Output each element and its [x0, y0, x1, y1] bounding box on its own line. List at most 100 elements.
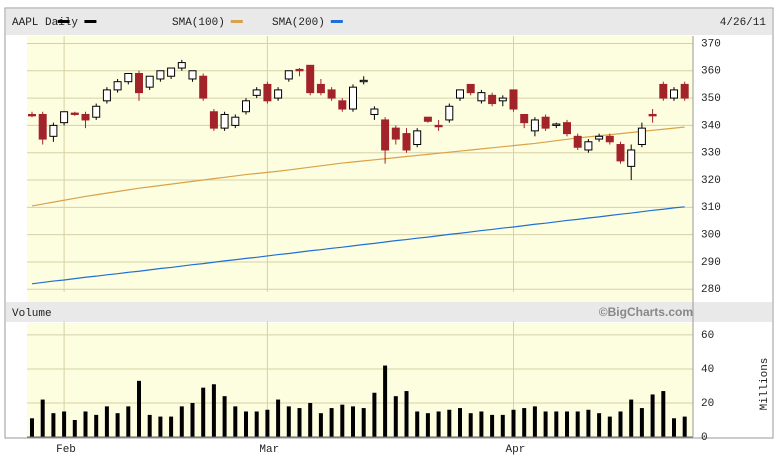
candle-body — [605, 135, 614, 143]
volume-bar — [458, 408, 462, 437]
y-tick-label: 40 — [701, 364, 714, 376]
candle-body — [242, 100, 250, 113]
candle-body — [584, 141, 593, 151]
legend-entry: SMA(200) — [272, 17, 325, 29]
y-tick-label: 0 — [701, 432, 708, 444]
candle-body — [381, 119, 390, 151]
volume-bar — [565, 411, 569, 437]
volume-bar — [244, 411, 248, 437]
volume-bar — [62, 411, 67, 437]
volume-bar — [629, 399, 634, 437]
candle-body — [60, 111, 69, 124]
volume-bar — [30, 418, 34, 437]
volume-bar — [179, 406, 184, 437]
candle-body — [659, 83, 668, 99]
candle-body — [670, 89, 678, 99]
candle-body — [135, 73, 143, 94]
volume-bar — [190, 402, 195, 437]
volume-bar — [468, 413, 473, 437]
volume-bar — [276, 399, 281, 437]
candle-body — [231, 116, 240, 126]
x-tick-label: Apr — [506, 444, 526, 456]
candle-body — [92, 105, 101, 118]
candle-body — [563, 122, 571, 135]
volume-bar — [137, 380, 141, 437]
candle-body — [648, 113, 657, 117]
candle-body — [413, 130, 422, 146]
y-tick-label: 340 — [701, 120, 721, 132]
volume-bar — [436, 411, 441, 437]
x-tick-label: Feb — [56, 444, 76, 456]
volume-bar — [575, 411, 580, 437]
volume-bar — [383, 365, 388, 437]
candle-body — [595, 135, 604, 140]
candle-body — [477, 92, 486, 102]
candle-body — [199, 75, 208, 99]
volume-bar — [490, 414, 495, 437]
volume-bar — [522, 408, 527, 437]
volume-bar — [682, 416, 687, 437]
volume-bar — [532, 406, 537, 437]
volume-bar — [83, 411, 88, 437]
candle-body — [498, 97, 507, 102]
candle-body — [167, 67, 176, 77]
y-tick-label: 310 — [701, 202, 721, 214]
y-tick-label: 360 — [701, 66, 721, 78]
candle-body — [520, 113, 529, 124]
candle-body — [445, 105, 454, 121]
volume-bar — [361, 408, 366, 437]
volume-bar — [318, 413, 323, 437]
volume-bar — [393, 396, 398, 437]
candle-body — [28, 113, 36, 117]
candle-body — [402, 133, 411, 151]
y-axis-label: Millions — [759, 358, 771, 411]
volume-bar — [607, 416, 612, 437]
volume-bar — [500, 414, 505, 437]
volume-bar — [308, 402, 313, 437]
volume-bar — [511, 409, 516, 437]
volume-bar — [351, 406, 355, 437]
candle-body — [274, 89, 283, 99]
candle-body — [316, 83, 325, 94]
candle-body — [252, 89, 261, 96]
y-tick-label: 320 — [701, 175, 721, 187]
volume-bar — [447, 409, 452, 437]
volume-bar — [72, 419, 77, 437]
volume-bar — [425, 413, 430, 437]
candle-body — [284, 70, 293, 80]
candle-body — [124, 73, 133, 83]
candle-body — [156, 70, 165, 80]
candle-body — [456, 89, 464, 99]
volume-bar — [479, 411, 484, 437]
candle-body — [637, 127, 646, 146]
volume-bar — [543, 411, 548, 437]
volume-bar — [586, 409, 591, 437]
y-tick-label: 280 — [701, 284, 721, 296]
candle-body — [102, 89, 111, 102]
candle-body — [81, 113, 90, 121]
volume-bar — [169, 416, 174, 437]
legend-swatch — [84, 20, 97, 23]
candle-body — [573, 135, 582, 148]
y-tick-label: 300 — [701, 230, 721, 242]
candle-body — [509, 89, 518, 110]
legend-entry: SMA(100) — [172, 17, 225, 29]
volume-bar — [415, 411, 420, 437]
volume-bar — [639, 408, 644, 437]
candle-body — [306, 64, 315, 94]
x-tick-label: Mar — [259, 444, 279, 456]
header-bar — [6, 9, 772, 35]
volume-bar — [233, 406, 238, 437]
candle-body — [541, 116, 550, 129]
candle-body — [627, 149, 636, 167]
volume-bar — [372, 392, 377, 437]
candle-body — [220, 113, 229, 129]
candle-body — [434, 124, 443, 128]
legend-title: AAPL Daily — [12, 17, 78, 29]
volume-bar — [94, 414, 99, 437]
volume-bar — [650, 394, 655, 437]
candle-body — [38, 113, 47, 140]
volume-bar — [158, 416, 163, 437]
candle-body — [466, 83, 475, 94]
